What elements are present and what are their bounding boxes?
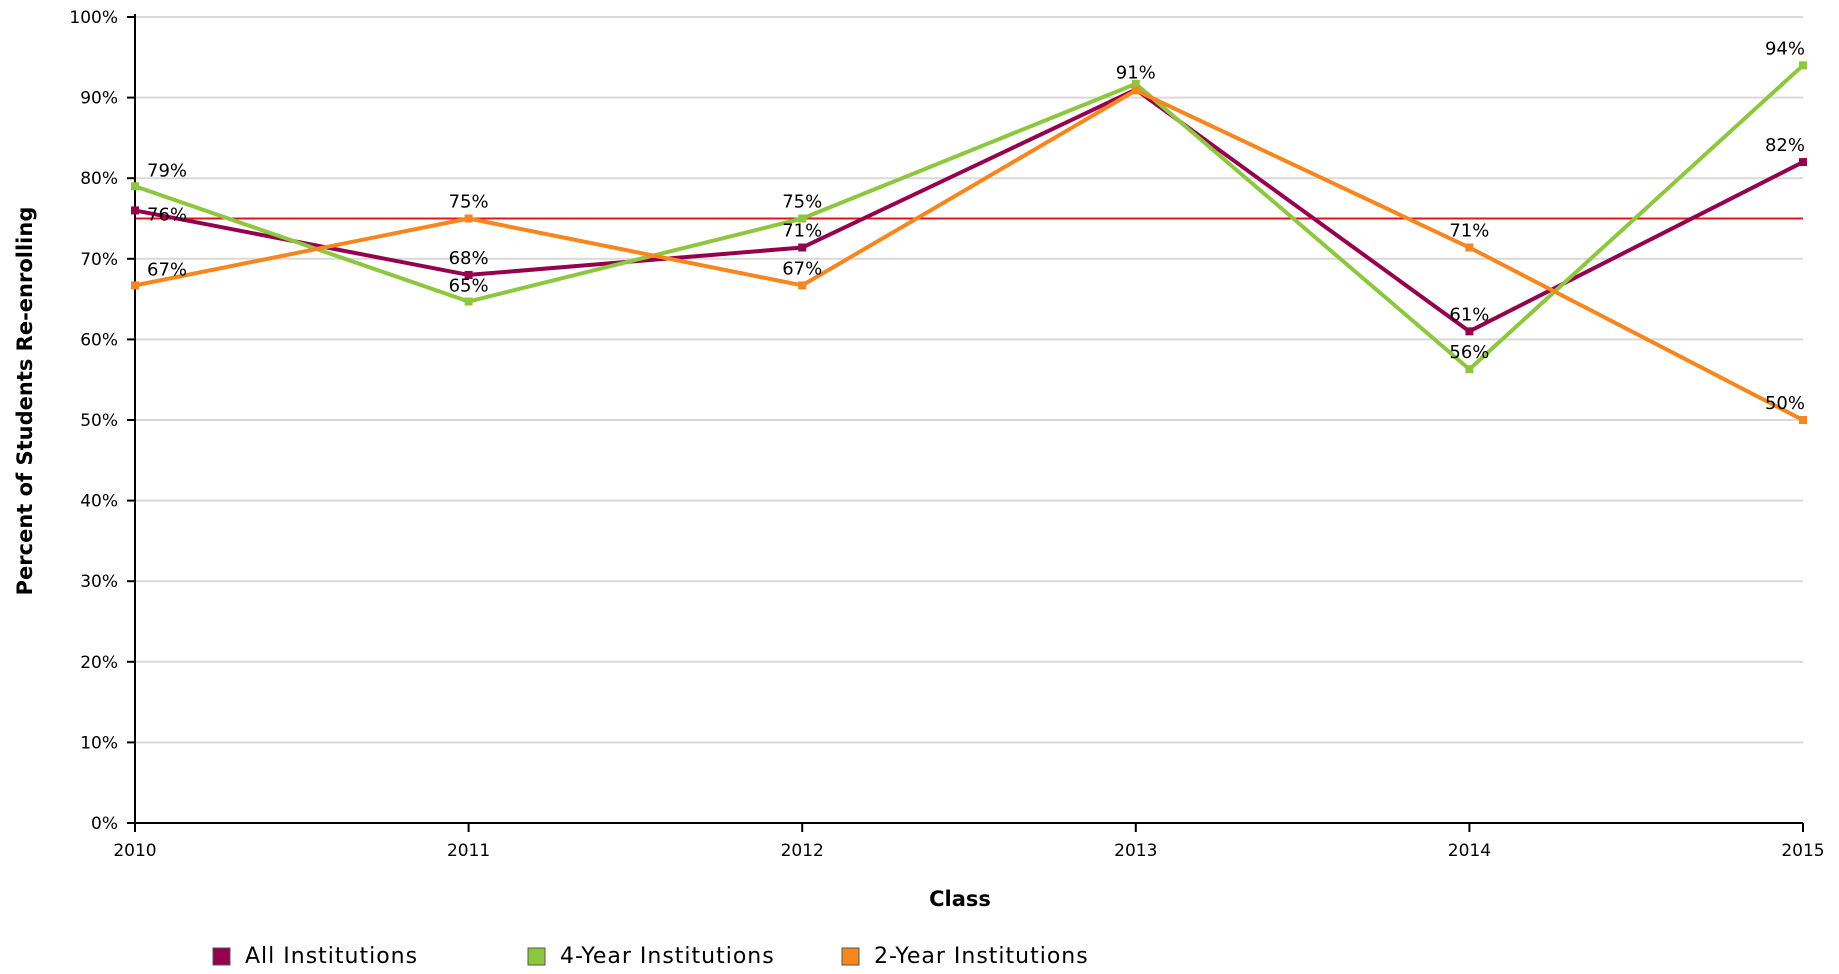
y-tick-label: 10%	[80, 733, 118, 753]
y-tick-label: 60%	[80, 330, 118, 350]
y-axis-title: Percent of Students Re-enrolling	[13, 207, 37, 596]
data-label: 79%	[147, 160, 187, 181]
data-label: 91%	[1116, 63, 1156, 84]
data-label: 61%	[1449, 304, 1489, 325]
data-point	[1131, 86, 1140, 95]
data-point	[1465, 365, 1474, 374]
legend-swatch	[841, 947, 860, 966]
data-point	[131, 281, 139, 290]
x-tick-label: 2011	[447, 841, 490, 861]
series-line	[134, 87, 1804, 334]
x-tick-label: 2014	[1448, 841, 1491, 861]
data-label: 56%	[1449, 342, 1489, 363]
data-label: 50%	[1765, 393, 1805, 414]
data-label: 75%	[782, 192, 822, 213]
data-labels: 76% 68% 71% 91% 61% 82% 79% 65% 75% 56% 94% 67% 75% 6…	[147, 38, 1805, 414]
x-axis-title: Class	[929, 887, 991, 911]
data-label: 67%	[782, 258, 822, 279]
series-line	[134, 63, 1805, 372]
data-point	[798, 243, 807, 252]
data-point	[1131, 79, 1140, 88]
series-lines	[131, 61, 1807, 424]
data-label: 82%	[1765, 135, 1805, 156]
data-point	[1799, 158, 1807, 167]
legend-item: 2-Year Institutions	[841, 944, 1089, 969]
legend-label: 4-Year Institutions	[560, 944, 775, 969]
data-point	[131, 206, 139, 215]
y-tick-label: 40%	[80, 492, 118, 512]
data-point	[464, 297, 473, 306]
legend-swatch	[527, 947, 546, 966]
y-axis-ticks: 0% 10% 20% 30% 40% 50% 60% 70% 80% 90% 100%	[69, 8, 135, 834]
axes	[134, 14, 1803, 824]
data-point	[131, 182, 139, 191]
legend-label: All Institutions	[245, 944, 418, 969]
legend-item: 4-Year Institutions	[527, 944, 775, 969]
x-tick-label: 2010	[113, 841, 156, 861]
y-tick-label: 80%	[80, 169, 118, 189]
legend-swatch	[212, 947, 231, 966]
y-tick-label: 100%	[69, 8, 118, 28]
data-point	[798, 281, 807, 290]
x-tick-label: 2013	[1114, 841, 1157, 861]
data-label: 71%	[782, 221, 822, 242]
y-tick-label: 90%	[80, 89, 118, 109]
data-point	[1465, 243, 1474, 252]
data-label: 71%	[1449, 221, 1489, 242]
legend: All Institutions 4-Year Institutions 2-Yea…	[212, 944, 1089, 969]
data-label: 67%	[147, 259, 187, 280]
y-tick-label: 50%	[80, 411, 118, 431]
x-tick-label: 2012	[781, 841, 824, 861]
data-point	[1799, 61, 1807, 70]
series-line	[134, 88, 1804, 422]
x-axis-ticks: 2010 2011 2012 2013 2014 2015	[113, 823, 1825, 861]
data-point	[464, 270, 473, 279]
data-label: 75%	[449, 192, 489, 213]
y-tick-label: 20%	[80, 653, 118, 673]
data-point	[1465, 327, 1474, 336]
y-tick-label: 30%	[80, 572, 118, 592]
data-point	[1799, 416, 1807, 424]
gridlines	[135, 16, 1803, 744]
y-tick-label: 0%	[91, 814, 118, 834]
data-point	[798, 214, 807, 223]
data-label: 65%	[449, 276, 489, 297]
legend-item: All Institutions	[212, 944, 418, 969]
data-label: 76%	[147, 204, 187, 225]
legend-label: 2-Year Institutions	[874, 944, 1089, 969]
data-label: 68%	[449, 248, 489, 269]
data-point	[464, 214, 473, 223]
y-tick-label: 70%	[80, 250, 118, 270]
data-label: 94%	[1765, 38, 1805, 59]
x-tick-label: 2015	[1781, 841, 1824, 861]
